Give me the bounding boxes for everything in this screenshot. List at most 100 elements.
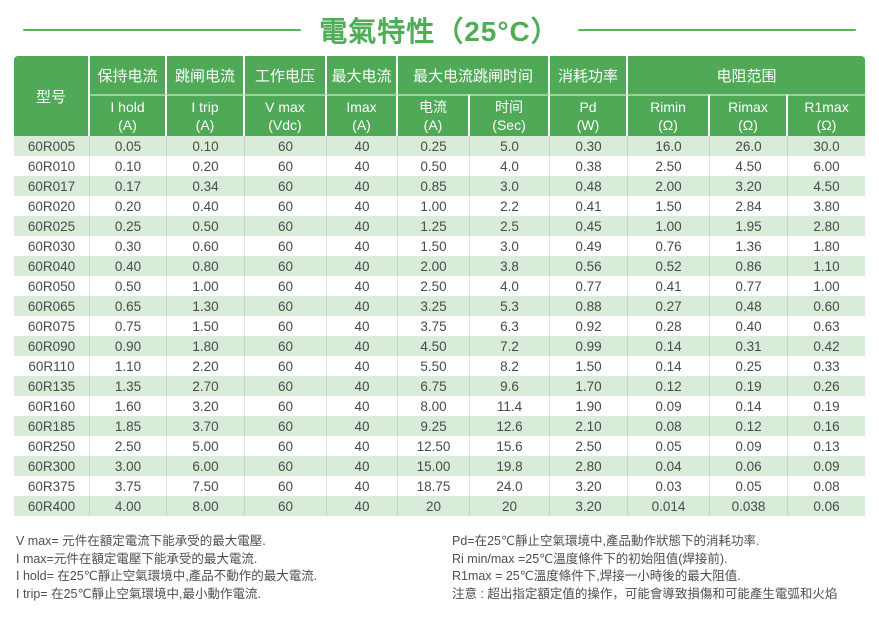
value-cell: 60 [245, 336, 327, 356]
value-cell: 1.25 [398, 216, 470, 236]
value-cell: 30.0 [788, 136, 866, 156]
value-cell: 8.00 [167, 496, 245, 516]
page-title: 電氣特性（25°C） [319, 16, 560, 47]
value-cell: 60 [245, 236, 327, 256]
header-trip-current: 跳闸电流 [167, 56, 245, 94]
value-cell: 7.50 [167, 476, 245, 496]
value-cell: 0.48 [710, 296, 789, 316]
value-cell: 20 [470, 496, 551, 516]
subheader-vmax: V max (Vdc) [245, 94, 327, 136]
value-cell: 0.80 [167, 256, 245, 276]
value-cell: 60 [245, 376, 327, 396]
value-cell: 2.00 [398, 256, 470, 276]
section-title: 電氣特性（25°C） [0, 0, 879, 47]
value-cell: 0.50 [90, 276, 167, 296]
value-cell: 40 [327, 496, 398, 516]
value-cell: 0.86 [710, 256, 789, 276]
value-cell: 0.77 [710, 276, 789, 296]
value-cell: 2.80 [550, 456, 629, 476]
subheader-pd: Pd (W) [550, 94, 629, 136]
table-row: 60R110 1.10 2.20 60 40 5.50 8.2 1.50 0.14 0.25 0.3… [14, 356, 866, 376]
subheader-rimax: Rimax (Ω) [710, 94, 789, 136]
value-cell: 0.38 [550, 156, 629, 176]
subheader-rimin: Rimin (Ω) [628, 94, 711, 136]
value-cell: 1.50 [628, 196, 711, 216]
value-cell: 0.08 [628, 416, 711, 436]
table-row: 60R185 1.85 3.70 60 40 9.25 12.6 2.10 0.08 0.12 0.… [14, 416, 866, 436]
value-cell: 24.0 [470, 476, 551, 496]
note-pd: Pd=在25℃靜止空氣環境中,產品動作狀態下的消耗功率. [452, 534, 760, 548]
value-cell: 8.00 [398, 396, 470, 416]
value-cell: 2.70 [167, 376, 245, 396]
table-row: 60R050 0.50 1.00 60 40 2.50 4.0 0.77 0.41 0.77 1.0… [14, 276, 866, 296]
value-cell: 1.10 [788, 256, 866, 276]
value-cell: 0.14 [628, 336, 711, 356]
value-cell: 0.08 [788, 476, 866, 496]
table-body: 60R005 0.05 0.10 60 40 0.25 5.0 0.30 16.0 26.0 30.… [14, 136, 866, 516]
header-power: 消耗功率 [550, 56, 629, 94]
value-cell: 15.00 [398, 456, 470, 476]
value-cell: 0.06 [710, 456, 789, 476]
value-cell: 4.50 [710, 156, 789, 176]
title-rule-right [577, 29, 856, 31]
value-cell: 0.56 [550, 256, 629, 276]
value-cell: 5.3 [470, 296, 551, 316]
header-hold-current: 保持电流 [90, 56, 167, 94]
subheader-imax: Imax (A) [327, 94, 398, 136]
value-cell: 2.80 [788, 216, 866, 236]
value-cell: 0.10 [167, 136, 245, 156]
value-cell: 40 [327, 416, 398, 436]
value-cell: 0.038 [710, 496, 789, 516]
value-cell: 60 [245, 196, 327, 216]
value-cell: 1.30 [167, 296, 245, 316]
value-cell: 3.75 [398, 316, 470, 336]
value-cell: 60 [245, 396, 327, 416]
value-cell: 40 [327, 336, 398, 356]
value-cell: 0.60 [167, 236, 245, 256]
value-cell: 3.20 [550, 476, 629, 496]
table-row: 60R020 0.20 0.40 60 40 1.00 2.2 0.41 1.50 2.84 3.8… [14, 196, 866, 216]
value-cell: 0.06 [788, 496, 866, 516]
subheader-trip-current: 电流 (A) [398, 94, 470, 136]
value-cell: 1.50 [167, 316, 245, 336]
value-cell: 2.50 [550, 436, 629, 456]
value-cell: 19.8 [470, 456, 551, 476]
header-model: 型号 [14, 56, 90, 136]
model-cell: 60R090 [14, 336, 90, 356]
value-cell: 0.05 [628, 436, 711, 456]
value-cell: 1.50 [550, 356, 629, 376]
value-cell: 6.00 [167, 456, 245, 476]
value-cell: 11.4 [470, 396, 551, 416]
value-cell: 5.50 [398, 356, 470, 376]
value-cell: 1.80 [167, 336, 245, 356]
table-row: 60R400 4.00 8.00 60 40 20 20 3.20 0.014 0.038 0.06 [14, 496, 866, 516]
value-cell: 40 [327, 156, 398, 176]
header-resistance-range: 电阻范围 [628, 56, 866, 94]
value-cell: 12.50 [398, 436, 470, 456]
footnotes: V max= 元件在額定電流下能承受的最大電壓. I max=元件在額定電壓下能… [16, 533, 865, 603]
value-cell: 0.10 [90, 156, 167, 176]
model-cell: 60R110 [14, 356, 90, 376]
model-cell: 60R020 [14, 196, 90, 216]
value-cell: 40 [327, 216, 398, 236]
value-cell: 0.28 [628, 316, 711, 336]
value-cell: 60 [245, 416, 327, 436]
value-cell: 3.20 [550, 496, 629, 516]
table-row: 60R005 0.05 0.10 60 40 0.25 5.0 0.30 16.0 26.0 30.… [14, 136, 866, 156]
value-cell: 0.48 [550, 176, 629, 196]
model-cell: 60R250 [14, 436, 90, 456]
value-cell: 0.30 [550, 136, 629, 156]
value-cell: 3.80 [788, 196, 866, 216]
value-cell: 9.25 [398, 416, 470, 436]
model-cell: 60R017 [14, 176, 90, 196]
value-cell: 0.31 [710, 336, 789, 356]
value-cell: 4.50 [398, 336, 470, 356]
value-cell: 40 [327, 356, 398, 376]
value-cell: 0.40 [167, 196, 245, 216]
value-cell: 26.0 [710, 136, 789, 156]
model-cell: 60R185 [14, 416, 90, 436]
value-cell: 40 [327, 276, 398, 296]
value-cell: 60 [245, 176, 327, 196]
value-cell: 1.95 [710, 216, 789, 236]
value-cell: 0.12 [710, 416, 789, 436]
